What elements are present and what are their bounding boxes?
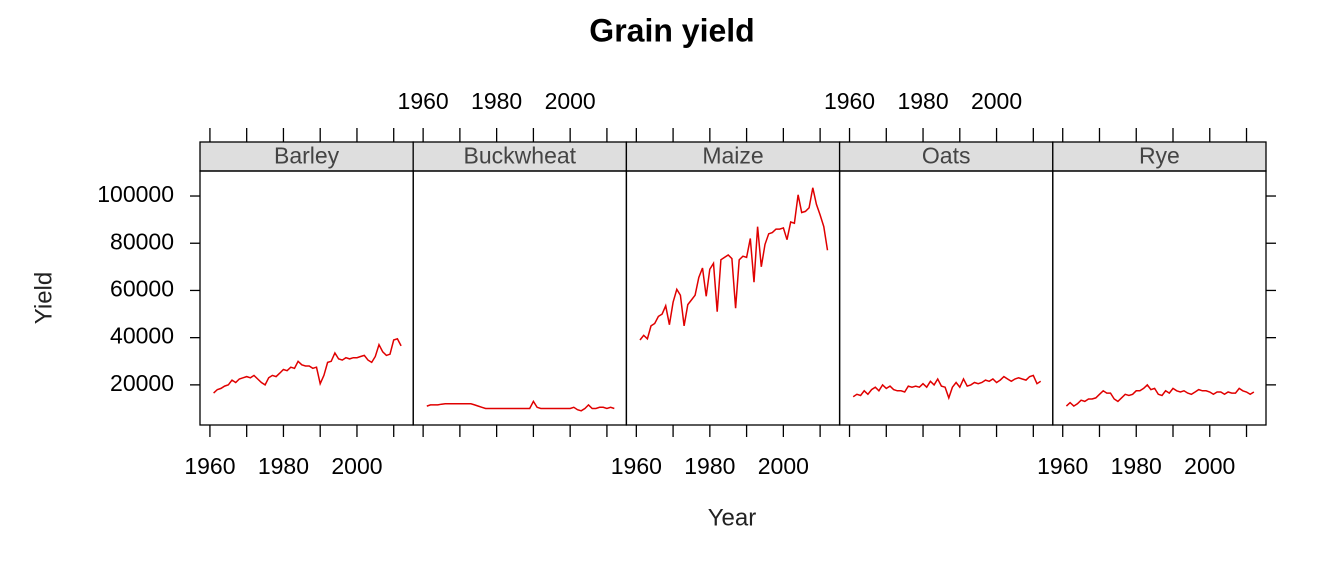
x-tick-label: 2000 — [545, 88, 596, 114]
chart-title: Grain yield — [589, 12, 754, 48]
x-tick-label: 1960 — [1037, 453, 1088, 479]
panel — [199, 170, 414, 426]
x-tick-label: 2000 — [331, 453, 382, 479]
x-tick-label: 1980 — [897, 88, 948, 114]
panel — [838, 170, 1054, 426]
x-tick-label: 1980 — [258, 453, 309, 479]
y-tick-label: 100000 — [97, 181, 174, 207]
y-axis-label: Yield — [30, 272, 57, 324]
y-tick-label: 40000 — [110, 323, 174, 349]
x-axis-label: Year — [708, 504, 757, 531]
strip-label: Barley — [274, 143, 340, 169]
panel — [412, 170, 628, 426]
strip-label: Oats — [922, 143, 971, 169]
x-tick-label: 2000 — [1184, 453, 1235, 479]
series-line — [852, 374, 1042, 401]
x-tick-label: 1960 — [611, 453, 662, 479]
x-tick-label: 2000 — [758, 453, 809, 479]
series-line — [426, 399, 615, 412]
panel — [1052, 170, 1267, 426]
strip-label: Rye — [1139, 143, 1180, 169]
x-tick-label: 1980 — [1111, 453, 1162, 479]
x-tick-label: 1960 — [824, 88, 875, 114]
x-tick-label: 1960 — [398, 88, 449, 114]
y-tick-label: 80000 — [110, 228, 174, 254]
x-tick-label: 2000 — [971, 88, 1022, 114]
strip — [838, 141, 1054, 172]
x-tick-label: 1980 — [684, 453, 735, 479]
series-line — [1065, 383, 1255, 408]
x-tick-label: 1960 — [184, 453, 235, 479]
series-line — [213, 337, 402, 394]
series-line — [639, 187, 829, 341]
y-tick-label: 60000 — [110, 276, 174, 302]
y-tick-label: 20000 — [110, 370, 174, 396]
strip — [1052, 141, 1267, 172]
strip-label: Maize — [702, 143, 763, 169]
strip-label: Buckwheat — [464, 143, 577, 169]
x-tick-label: 1980 — [471, 88, 522, 114]
